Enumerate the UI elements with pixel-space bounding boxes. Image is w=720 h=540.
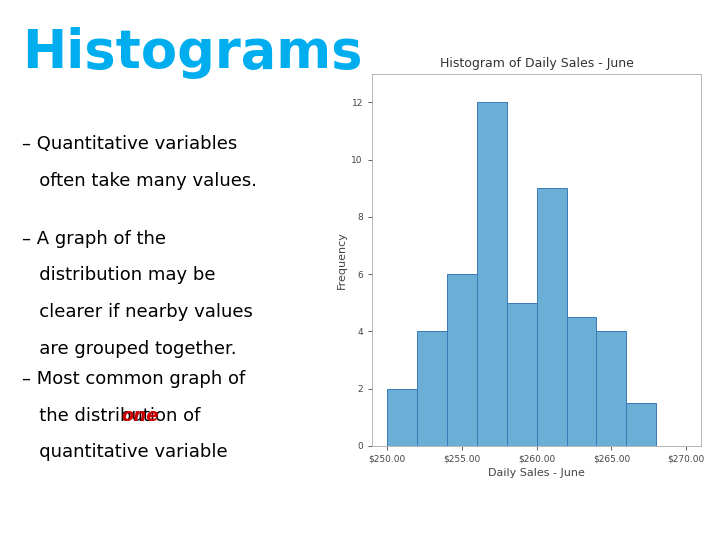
Bar (567, 317, 596, 446)
Bar (417, 331, 446, 446)
Bar (387, 388, 417, 446)
Bar (626, 403, 657, 446)
Bar (596, 331, 626, 446)
Text: one: one (122, 407, 159, 424)
Text: the distribution of: the distribution of (22, 407, 207, 424)
Bar (446, 274, 477, 446)
Text: often take many values.: often take many values. (22, 172, 258, 190)
Bar (536, 188, 567, 446)
Y-axis label: Frequency: Frequency (337, 231, 347, 289)
Text: Histograms: Histograms (22, 27, 363, 79)
Bar (477, 102, 507, 446)
Text: – Quantitative variables: – Quantitative variables (22, 135, 238, 153)
Text: distribution may be: distribution may be (22, 266, 216, 284)
Title: Histogram of Daily Sales - June: Histogram of Daily Sales - June (440, 57, 634, 70)
Text: quantitative variable: quantitative variable (22, 443, 228, 461)
Bar (507, 302, 536, 446)
Text: – A graph of the: – A graph of the (22, 230, 166, 247)
Text: are grouped together.: are grouped together. (22, 340, 237, 357)
Text: – Most common graph of: – Most common graph of (22, 370, 246, 388)
X-axis label: Daily Sales - June: Daily Sales - June (488, 468, 585, 478)
Text: clearer if nearby values: clearer if nearby values (22, 303, 253, 321)
